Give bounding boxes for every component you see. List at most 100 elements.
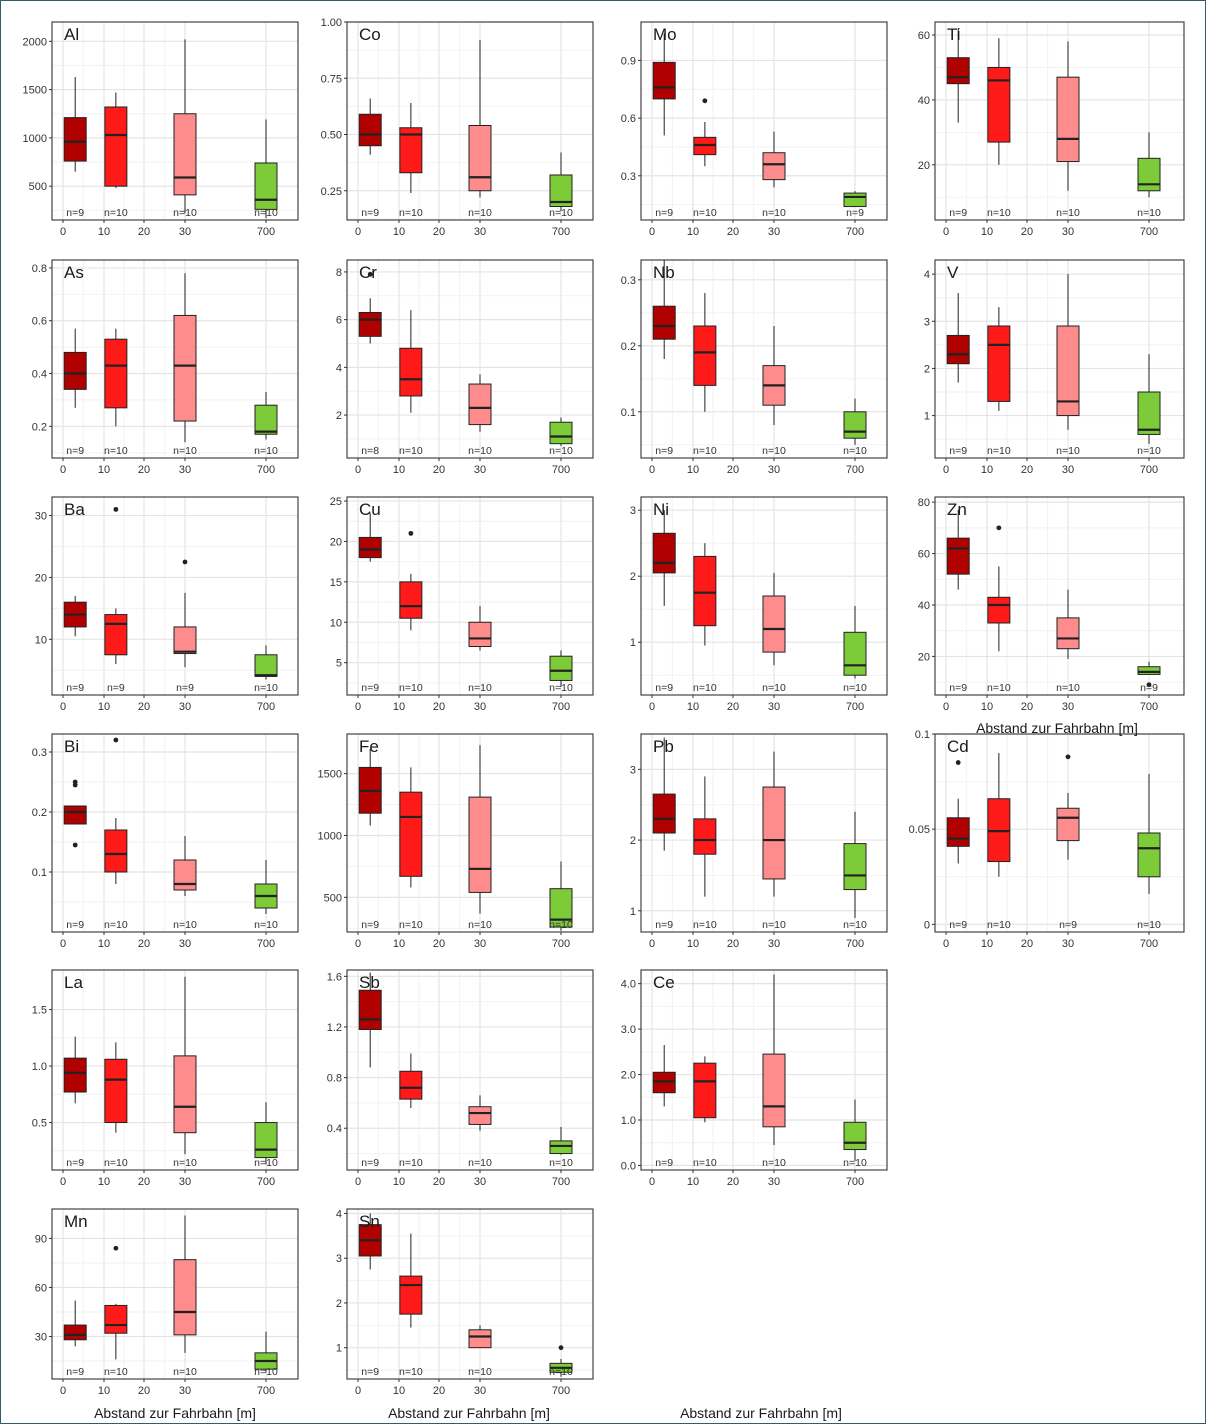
y-tick-label: 0.0 bbox=[621, 1160, 636, 1172]
y-tick-label: 0.9 bbox=[621, 55, 636, 67]
x-tick-label: 10 bbox=[981, 226, 993, 238]
box-iqr bbox=[254, 162, 278, 210]
sample-size-label: n=9 bbox=[949, 207, 967, 219]
x-tick-label: 700 bbox=[257, 226, 275, 238]
sample-size-label: n=10 bbox=[399, 919, 423, 931]
y-tick-label: 1.2 bbox=[327, 1022, 342, 1034]
sample-size-label: n=10 bbox=[468, 919, 492, 931]
sample-size-label: n=9 bbox=[361, 1157, 379, 1169]
element-label: Pb bbox=[653, 737, 674, 756]
box-iqr bbox=[762, 786, 786, 880]
outlier-point bbox=[72, 842, 78, 848]
y-tick-label: 2 bbox=[630, 835, 636, 847]
x-tick-label: 0 bbox=[60, 1385, 66, 1397]
y-tick-label: 0.05 bbox=[909, 824, 930, 836]
y-tick-label: 0.3 bbox=[621, 171, 636, 183]
box-iqr bbox=[399, 1275, 423, 1315]
y-tick-label: 1500 bbox=[318, 769, 342, 781]
x-axis-title-col2: Abstand zur Fahrbahn [m] bbox=[388, 1405, 550, 1421]
y-tick-label: 500 bbox=[324, 892, 342, 904]
y-tick-label: 0.3 bbox=[32, 747, 47, 759]
y-tick-label: 0.2 bbox=[32, 421, 47, 433]
y-tick-label: 3 bbox=[630, 764, 636, 776]
element-label: Sn bbox=[359, 1212, 380, 1231]
panel-ti: 20 40 60 0 10 20 30 700 n=9 n=10 n=10 n=10 Ti bbox=[918, 21, 1185, 238]
sample-size-label: n=10 bbox=[1056, 445, 1080, 457]
sample-size-label: n=10 bbox=[1137, 919, 1161, 931]
outlier-point bbox=[558, 1345, 564, 1351]
x-tick-label: 20 bbox=[433, 938, 445, 950]
x-tick-label: 0 bbox=[60, 938, 66, 950]
element-label: Cr bbox=[359, 263, 377, 282]
x-tick-label: 700 bbox=[257, 701, 275, 713]
box-iqr bbox=[987, 596, 1011, 624]
x-tick-label: 30 bbox=[474, 701, 486, 713]
sample-size-label: n=10 bbox=[399, 1157, 423, 1169]
sample-size-label: n=9 bbox=[361, 682, 379, 694]
panel-border bbox=[346, 496, 594, 696]
box-iqr bbox=[946, 57, 970, 85]
outlier-point bbox=[113, 737, 119, 743]
box-iqr bbox=[843, 192, 867, 208]
x-tick-label: 20 bbox=[138, 701, 150, 713]
sample-size-label: n=10 bbox=[468, 1157, 492, 1169]
box-iqr bbox=[399, 347, 423, 397]
y-tick-label: 3 bbox=[924, 316, 930, 328]
outlier-point bbox=[408, 530, 414, 536]
x-tick-label: 20 bbox=[1021, 464, 1033, 476]
outlier-point bbox=[113, 506, 119, 512]
panel-border bbox=[934, 496, 1185, 696]
box-iqr bbox=[1056, 807, 1080, 842]
x-tick-label: 700 bbox=[552, 464, 570, 476]
x-tick-label: 30 bbox=[768, 701, 780, 713]
y-tick-label: 1.00 bbox=[321, 17, 342, 29]
outlier-point bbox=[72, 782, 78, 788]
sample-size-label: n=10 bbox=[104, 919, 128, 931]
sample-size-label: n=10 bbox=[693, 207, 717, 219]
box-iqr bbox=[63, 351, 87, 390]
box-iqr bbox=[399, 1070, 423, 1100]
y-tick-label: 15 bbox=[330, 577, 342, 589]
box-iqr bbox=[63, 117, 87, 162]
x-tick-label: 10 bbox=[393, 1176, 405, 1188]
sample-size-label: n=10 bbox=[254, 1366, 278, 1378]
y-tick-label: 2000 bbox=[23, 36, 47, 48]
y-tick-label: 0.2 bbox=[621, 341, 636, 353]
sample-size-label: n=10 bbox=[843, 1157, 867, 1169]
x-tick-label: 0 bbox=[649, 464, 655, 476]
x-tick-label: 10 bbox=[393, 464, 405, 476]
sample-size-label: n=10 bbox=[693, 445, 717, 457]
x-tick-label: 10 bbox=[98, 938, 110, 950]
sample-size-label: n=10 bbox=[173, 1157, 197, 1169]
x-tick-label: 700 bbox=[552, 226, 570, 238]
sample-size-label: n=10 bbox=[843, 445, 867, 457]
y-tick-label: 0.6 bbox=[32, 316, 47, 328]
panel-border bbox=[51, 733, 299, 933]
box-iqr bbox=[358, 989, 382, 1030]
panel-border bbox=[640, 733, 888, 933]
x-tick-label: 10 bbox=[981, 938, 993, 950]
sample-size-label: n=10 bbox=[843, 682, 867, 694]
x-tick-label: 20 bbox=[433, 1385, 445, 1397]
panel-border bbox=[51, 496, 299, 696]
sample-size-label: n=10 bbox=[173, 919, 197, 931]
sample-size-label: n=9 bbox=[949, 919, 967, 931]
x-tick-label: 30 bbox=[1062, 226, 1074, 238]
x-tick-label: 20 bbox=[1021, 701, 1033, 713]
sample-size-label: n=9 bbox=[655, 1157, 673, 1169]
sample-size-label: n=10 bbox=[1137, 445, 1161, 457]
y-tick-label: 1 bbox=[630, 906, 636, 918]
element-label: Bi bbox=[64, 737, 79, 756]
sample-size-label: n=9 bbox=[66, 1157, 84, 1169]
sample-size-label: n=10 bbox=[987, 682, 1011, 694]
panel-border bbox=[51, 969, 299, 1171]
element-label: Zn bbox=[947, 500, 967, 519]
y-tick-label: 4 bbox=[336, 362, 342, 374]
x-tick-label: 0 bbox=[60, 1176, 66, 1188]
box-iqr bbox=[104, 614, 128, 656]
y-tick-label: 3 bbox=[630, 505, 636, 517]
box-iqr bbox=[843, 411, 867, 439]
sample-size-label: n=10 bbox=[762, 1157, 786, 1169]
